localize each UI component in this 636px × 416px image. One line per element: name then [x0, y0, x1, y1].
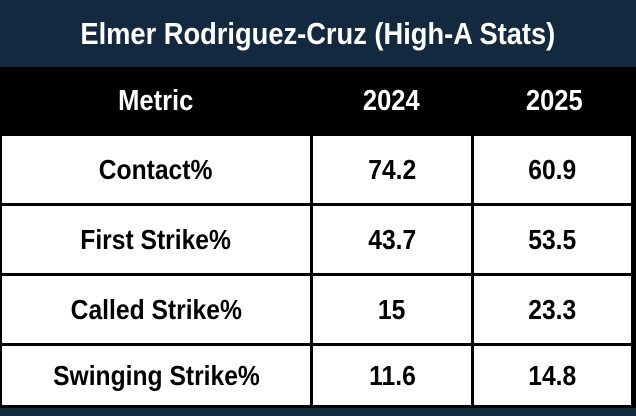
metric-label: Called Strike%	[70, 293, 242, 325]
metric-label: Contact%	[99, 153, 213, 185]
value-2025: 53.5	[528, 223, 577, 255]
value-2024: 74.2	[368, 153, 416, 185]
value-2025: 14.8	[528, 359, 577, 391]
value-2024: 11.6	[368, 359, 416, 391]
metric-label: First Strike%	[80, 223, 232, 255]
metric-cell: Contact%	[2, 136, 313, 203]
column-header-2024: 2024	[311, 67, 472, 136]
value-2025-cell: 14.8	[474, 346, 631, 405]
column-header-2025-label: 2025	[525, 85, 583, 117]
value-2025: 60.9	[528, 153, 577, 185]
bottom-border	[0, 408, 636, 416]
value-2025: 23.3	[528, 293, 577, 325]
column-header-2024-label: 2024	[363, 85, 420, 117]
value-2025-cell: 23.3	[474, 276, 631, 343]
value-2025-cell: 60.9	[474, 136, 631, 203]
value-2024: 43.7	[368, 223, 416, 255]
value-2024-cell: 15	[313, 276, 474, 343]
stats-table: Contact% 74.2 60.9 First Strike% 43.7 53…	[0, 136, 636, 408]
value-2024-cell: 74.2	[313, 136, 474, 203]
metric-cell: Called Strike%	[2, 276, 313, 343]
table-row: Swinging Strike% 11.6 14.8	[2, 346, 631, 408]
value-2024-cell: 43.7	[313, 206, 474, 273]
metric-label: Swinging Strike%	[52, 359, 260, 391]
column-header-metric-label: Metric	[117, 85, 194, 117]
card-title-bar: Elmer Rodriguez-Cruz (High-A Stats)	[0, 0, 636, 67]
page-title: Elmer Rodriguez-Cruz (High-A Stats)	[80, 15, 556, 51]
metric-cell: Swinging Strike%	[2, 346, 313, 405]
table-header-row: Metric 2024 2025	[0, 67, 636, 136]
metric-cell: First Strike%	[2, 206, 313, 273]
table-row: Contact% 74.2 60.9	[2, 136, 631, 206]
column-header-2025: 2025	[472, 67, 636, 136]
table-row: First Strike% 43.7 53.5	[2, 206, 631, 276]
column-header-metric: Metric	[0, 67, 311, 136]
value-2024: 15	[378, 293, 406, 325]
value-2025-cell: 53.5	[474, 206, 631, 273]
table-row: Called Strike% 15 23.3	[2, 276, 631, 346]
value-2024-cell: 11.6	[313, 346, 474, 405]
